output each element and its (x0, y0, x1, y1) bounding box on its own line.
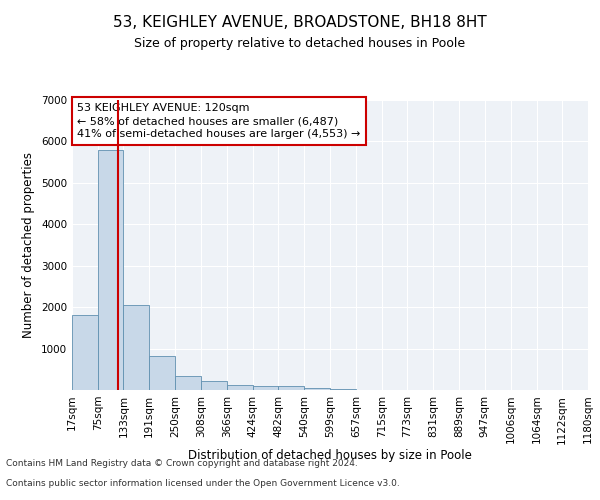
Bar (304, 388, 330, 390)
Y-axis label: Number of detached properties: Number of detached properties (22, 152, 35, 338)
Text: Size of property relative to detached houses in Poole: Size of property relative to detached ho… (134, 38, 466, 51)
Bar (149, 356, 175, 390)
Bar (201, 382, 227, 390)
Bar (72, 316, 98, 390)
Bar (278, 386, 304, 390)
Bar (227, 385, 253, 390)
Bar (330, 389, 356, 390)
Text: Contains public sector information licensed under the Open Government Licence v3: Contains public sector information licen… (6, 478, 400, 488)
X-axis label: Distribution of detached houses by size in Poole: Distribution of detached houses by size … (188, 449, 472, 462)
Bar (98, 150, 124, 390)
Text: Contains HM Land Registry data © Crown copyright and database right 2024.: Contains HM Land Registry data © Crown c… (6, 458, 358, 468)
Bar (124, 305, 149, 390)
Text: 53, KEIGHLEY AVENUE, BROADSTONE, BH18 8HT: 53, KEIGHLEY AVENUE, BROADSTONE, BH18 8H… (113, 15, 487, 30)
Bar (175, 376, 201, 390)
Bar (253, 386, 278, 390)
Text: 53 KEIGHLEY AVENUE: 120sqm
← 58% of detached houses are smaller (6,487)
41% of s: 53 KEIGHLEY AVENUE: 120sqm ← 58% of deta… (77, 103, 361, 140)
